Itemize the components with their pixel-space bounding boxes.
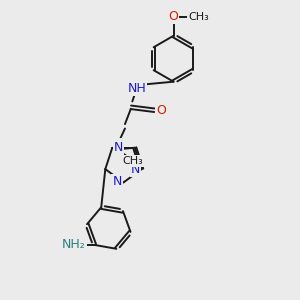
Text: CH₃: CH₃ — [188, 12, 209, 22]
Text: S: S — [115, 139, 123, 152]
Text: N: N — [114, 141, 123, 154]
Text: NH: NH — [128, 82, 146, 95]
Text: N: N — [112, 175, 122, 188]
Text: N: N — [130, 163, 140, 176]
Text: CH₃: CH₃ — [122, 156, 143, 166]
Text: O: O — [169, 10, 178, 22]
Text: NH₂: NH₂ — [62, 238, 86, 251]
Text: O: O — [156, 104, 166, 117]
